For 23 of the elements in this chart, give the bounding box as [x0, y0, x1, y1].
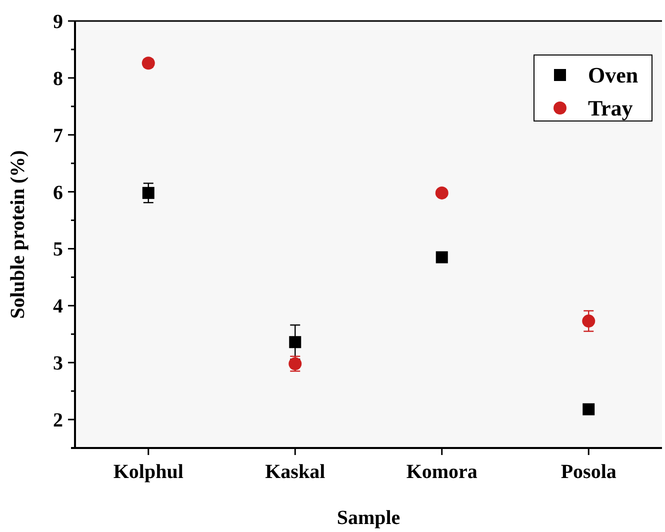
y-axis-title: Soluble protein (%)	[7, 150, 29, 319]
x-axis-title: Sample	[336, 507, 400, 529]
y-tick-label: 3	[53, 352, 63, 375]
point	[436, 251, 448, 264]
point	[289, 336, 302, 348]
legend-label: Tray	[588, 96, 633, 121]
x-tick-label: Kaskal	[265, 461, 326, 483]
point	[582, 314, 596, 328]
y-tick-label: 5	[53, 238, 63, 261]
x-tick-label: Komora	[406, 461, 478, 483]
x-tick-label: Kolphul	[113, 461, 184, 483]
y-tick-label: 2	[53, 410, 63, 432]
point	[435, 186, 448, 200]
y-tick-label: 8	[53, 68, 63, 90]
point	[142, 186, 154, 199]
y-tick-label: 4	[53, 296, 63, 318]
y-tick-label: 6	[53, 182, 63, 204]
y-tick-label: 9	[53, 11, 63, 33]
point	[142, 56, 155, 70]
y-tick-label: 7	[53, 124, 63, 147]
point	[582, 403, 595, 416]
x-tick-label: Posola	[560, 461, 616, 483]
legend-label: Oven	[588, 62, 638, 88]
